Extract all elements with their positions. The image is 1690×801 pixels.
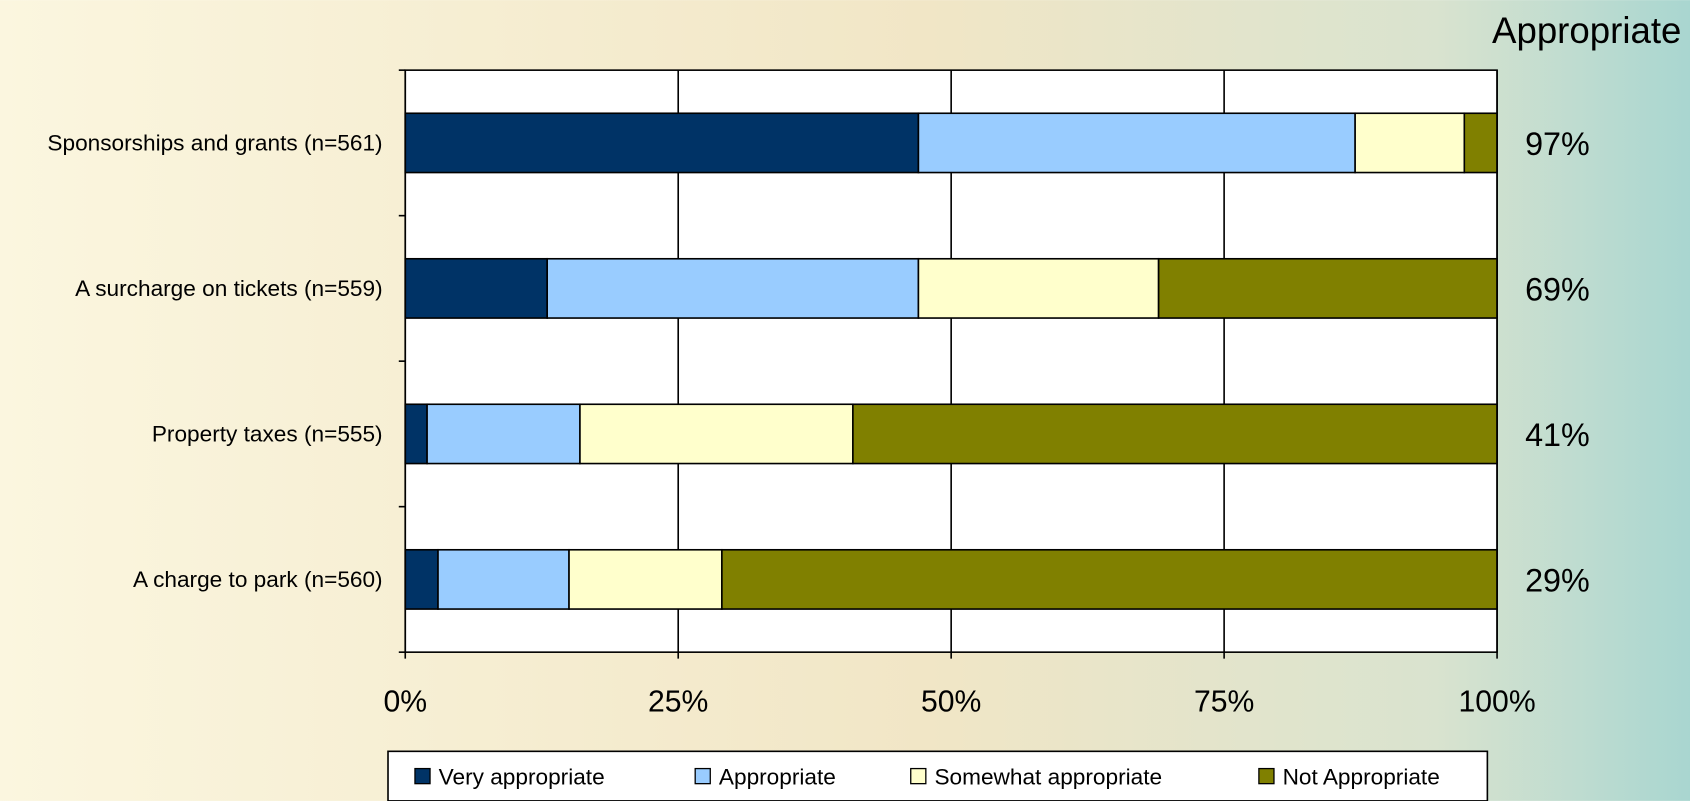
legend-label: Very appropriate <box>439 765 605 790</box>
x-tick-label: 100% <box>1459 685 1536 718</box>
legend-swatch <box>910 767 927 785</box>
bar-segment <box>404 403 428 465</box>
x-tick-label: 75% <box>1194 685 1254 718</box>
total-label: 41% <box>1525 417 1590 453</box>
header: Appropriate <box>1492 10 1681 51</box>
bar-segment <box>917 257 1160 319</box>
bar-segment <box>437 548 570 610</box>
bar-segment <box>721 548 1498 610</box>
legend-swatch <box>414 767 431 785</box>
bar-segment <box>404 548 439 610</box>
total-label: 29% <box>1525 562 1590 598</box>
bar-segment <box>917 112 1356 174</box>
x-tick-label: 0% <box>383 685 427 718</box>
bar-segment <box>404 257 548 319</box>
category-label: A surcharge on tickets (n=559) <box>75 276 383 301</box>
bar-segment <box>568 548 723 610</box>
bar-segment <box>1463 112 1498 174</box>
legend-box <box>387 750 1489 801</box>
x-tick-label: 50% <box>921 685 981 718</box>
x-tick-label: 25% <box>648 685 708 718</box>
bar-segment <box>546 257 920 319</box>
legend-swatch <box>694 767 711 785</box>
total-label: 97% <box>1525 126 1590 162</box>
bar-segment <box>852 403 1498 465</box>
legend-label: Appropriate <box>719 765 836 790</box>
category-label: A charge to park (n=560) <box>133 567 383 592</box>
total-label: 69% <box>1525 271 1590 307</box>
bar-segment <box>404 112 920 174</box>
category-label: Property taxes (n=555) <box>152 421 383 446</box>
bar-segment <box>579 403 854 465</box>
legend-swatch <box>1258 767 1275 785</box>
legend-label: Not Appropriate <box>1283 765 1440 790</box>
bar-segment <box>426 403 581 465</box>
bar-segment <box>1157 257 1498 319</box>
category-label: Sponsorships and grants (n=561) <box>47 130 382 155</box>
bar-segment <box>1354 112 1466 174</box>
legend-label: Somewhat appropriate <box>934 765 1162 790</box>
